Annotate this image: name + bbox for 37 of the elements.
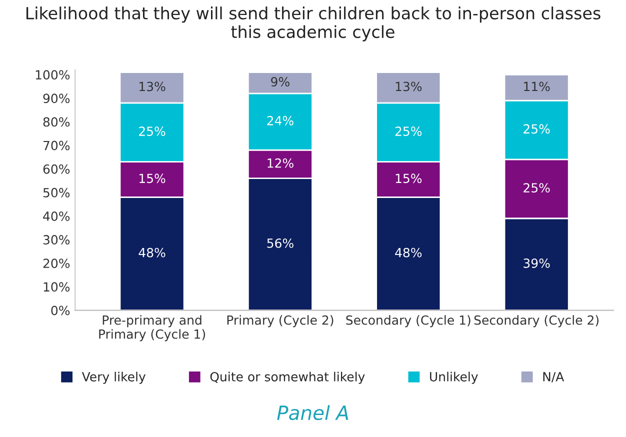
y-tick-label: 90% bbox=[43, 94, 70, 104]
y-tick-label: 80% bbox=[43, 117, 70, 127]
legend-label: N/A bbox=[543, 372, 564, 382]
data-label: 13% bbox=[396, 82, 422, 92]
legend-label: Very likely bbox=[82, 372, 146, 384]
data-label: 56% bbox=[267, 238, 294, 248]
chart-title: Likelihood that they will send their children back to in-person classes this academic cycle bbox=[26, 6, 600, 42]
data-label: 11% bbox=[524, 82, 550, 92]
y-tick-label: 30% bbox=[43, 235, 70, 245]
data-label: 48% bbox=[138, 248, 166, 258]
y-tick-label: 100% bbox=[36, 70, 70, 80]
data-label: 15% bbox=[140, 174, 166, 184]
x-tick-label: Primary (Cycle 2) bbox=[227, 315, 334, 328]
x-tick-label: Secondary (Cycle 1) bbox=[346, 315, 470, 328]
data-label: 15% bbox=[396, 174, 422, 184]
y-tick-label: 10% bbox=[44, 282, 70, 292]
y-tick-label: 60% bbox=[43, 164, 70, 174]
y-tick-label: 70% bbox=[44, 140, 70, 150]
data-label: 13% bbox=[140, 82, 166, 92]
data-label: 12% bbox=[268, 158, 294, 168]
data-label: 48% bbox=[395, 248, 422, 258]
text: Panel A bbox=[277, 405, 348, 420]
data-label: 9% bbox=[271, 77, 290, 87]
data-label: 25% bbox=[395, 126, 422, 136]
data-label: 39% bbox=[524, 258, 550, 268]
y-tick-label: 50% bbox=[43, 188, 70, 198]
data-label: 25% bbox=[139, 126, 166, 136]
data-label: 25% bbox=[524, 124, 550, 134]
legend-label: Quite or somewhat likely bbox=[210, 372, 365, 384]
y-tick-label: 0% bbox=[51, 306, 70, 316]
data-label: 24% bbox=[267, 116, 294, 126]
y-tick-label: 40% bbox=[43, 211, 70, 221]
x-tick-label: Secondary (Cycle 2) bbox=[474, 315, 598, 328]
y-tick-label: 20% bbox=[43, 258, 70, 268]
x-tick-label: Pre-primary and Primary (Cycle 1) bbox=[99, 315, 206, 342]
legend-label: Unlikely bbox=[430, 372, 478, 384]
data-label: 25% bbox=[524, 183, 550, 193]
